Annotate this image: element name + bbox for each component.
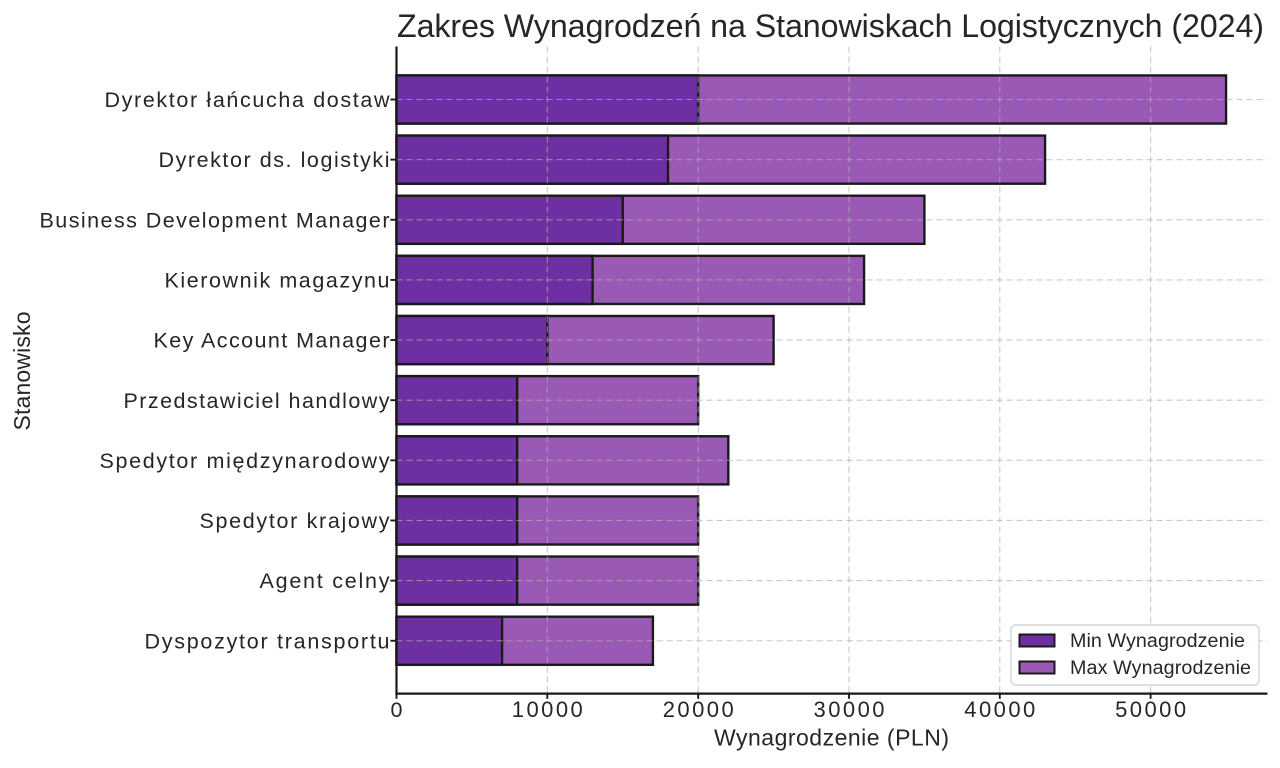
svg-text:Dyrektor ds. logistyki: Dyrektor ds. logistyki xyxy=(159,148,390,172)
svg-text:Key Account Manager: Key Account Manager xyxy=(154,329,390,353)
svg-text:Stanowisko: Stanowisko xyxy=(9,312,35,431)
svg-text:Spedytor krajowy: Spedytor krajowy xyxy=(200,509,390,533)
svg-text:Min Wynagrodzenie: Min Wynagrodzenie xyxy=(1070,630,1245,652)
svg-text:Kierownik magazynu: Kierownik magazynu xyxy=(165,269,390,293)
svg-text:Business Development Manager: Business Development Manager xyxy=(40,208,390,232)
svg-text:40000: 40000 xyxy=(964,697,1035,722)
svg-text:10000: 10000 xyxy=(512,697,583,722)
svg-text:20000: 20000 xyxy=(663,697,734,722)
svg-text:Dyspozytor transportu: Dyspozytor transportu xyxy=(145,629,390,653)
svg-text:Wynagrodzenie (PLN): Wynagrodzenie (PLN) xyxy=(714,725,949,751)
svg-text:Zakres Wynagrodzeń na Stanowis: Zakres Wynagrodzeń na Stanowiskach Logis… xyxy=(397,8,1264,44)
svg-text:Max Wynagrodzenie: Max Wynagrodzenie xyxy=(1070,657,1251,679)
svg-text:Agent celny: Agent celny xyxy=(260,569,390,593)
svg-text:Dyrektor łańcucha dostaw: Dyrektor łańcucha dostaw xyxy=(105,88,390,112)
svg-text:30000: 30000 xyxy=(814,697,885,722)
svg-text:Przedstawiciel handlowy: Przedstawiciel handlowy xyxy=(124,389,390,413)
svg-text:0: 0 xyxy=(391,698,403,722)
svg-text:50000: 50000 xyxy=(1115,697,1186,722)
